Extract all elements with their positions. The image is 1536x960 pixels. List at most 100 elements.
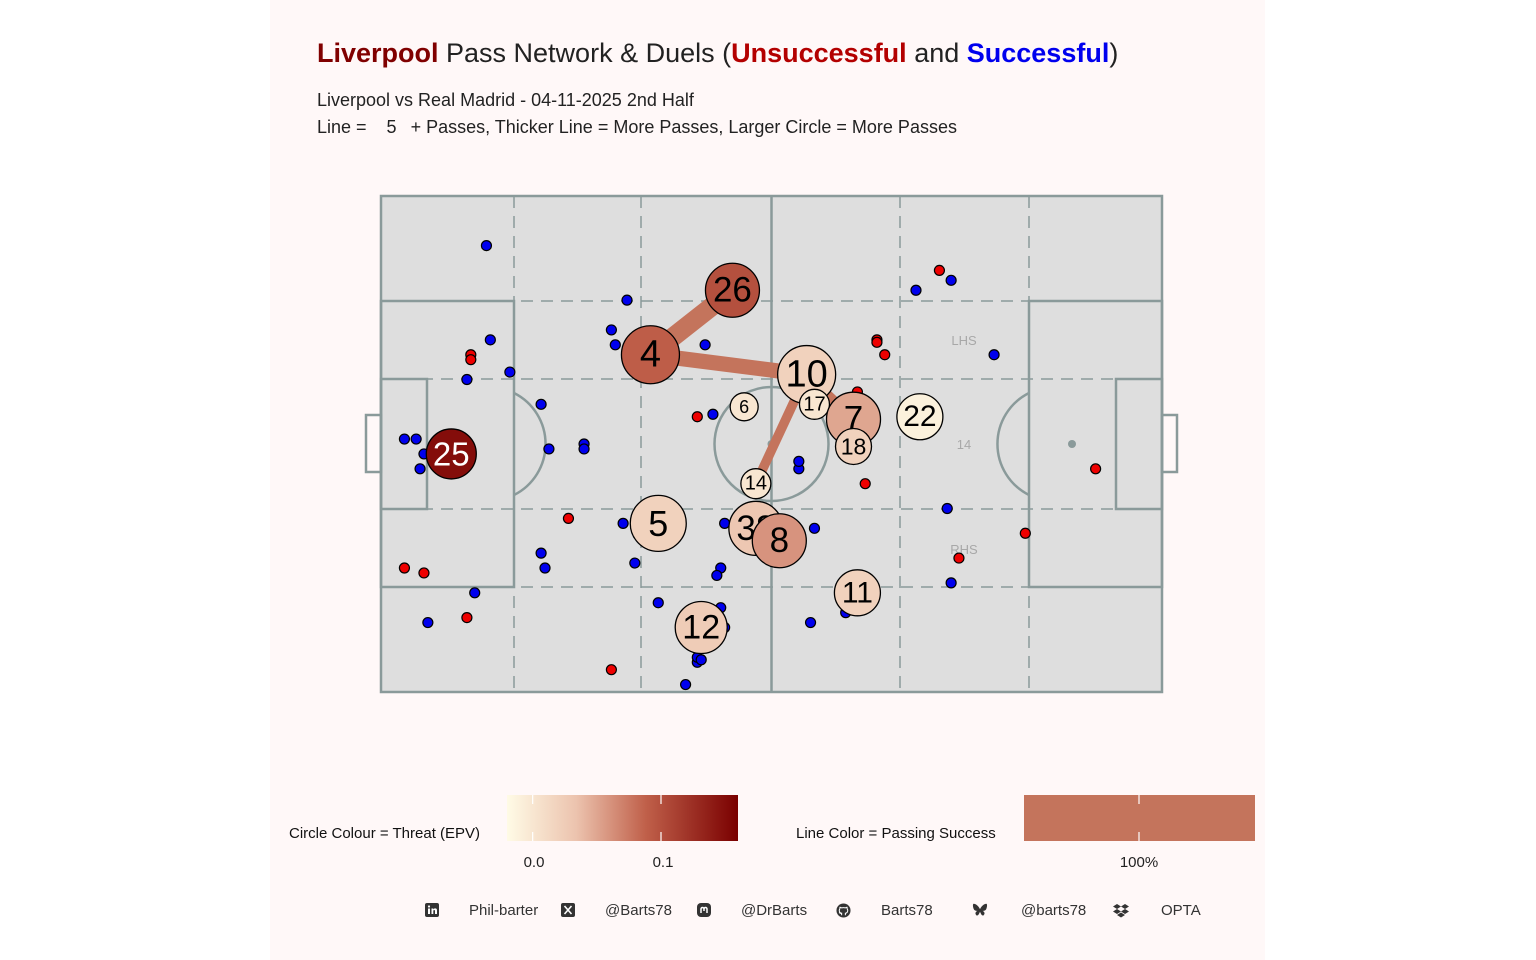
subtitle-key-value: 5 — [386, 117, 397, 137]
player-number: 5 — [648, 503, 668, 544]
duel-successful — [719, 517, 731, 529]
zone-grid — [381, 196, 1162, 692]
zone-label-center: 14 — [957, 437, 971, 452]
player-circle — [729, 392, 759, 422]
duel-successful — [808, 522, 821, 534]
player-number: 18 — [841, 433, 867, 459]
player-node: 22 — [896, 393, 944, 441]
duel-successful — [707, 408, 719, 420]
duel-successful — [679, 678, 692, 691]
title-team: Liverpool — [317, 38, 439, 68]
player-node: 25 — [425, 428, 477, 480]
subtitle-match: Liverpool vs Real Madrid - 04-11-2025 2n… — [317, 90, 694, 110]
player-circle — [704, 262, 761, 318]
bluesky-icon — [972, 902, 988, 918]
player-number: 17 — [803, 393, 825, 415]
duel-successful — [535, 547, 547, 559]
left-goal — [364, 413, 383, 474]
player-number: 14 — [745, 473, 767, 495]
footer-dropbox[interactable]: OPTA — [1161, 902, 1201, 919]
player-node: 11 — [833, 569, 882, 617]
legend-epv-tick-1: 0.1 — [652, 854, 674, 871]
footer-bluesky[interactable]: @barts78 — [1021, 902, 1087, 919]
footer-mastodon[interactable]: @DrBarts — [741, 902, 808, 919]
center-circle — [713, 385, 830, 503]
duel-successful — [539, 562, 551, 574]
duel-unsuccessful — [1019, 527, 1031, 539]
duel-successful — [605, 324, 617, 336]
duel-unsuccessful — [691, 411, 703, 423]
duel-successful — [469, 587, 481, 599]
title-unsuccessful: Unsuccessful — [731, 38, 907, 68]
right-penalty-spot — [1068, 440, 1076, 448]
player-circle — [740, 468, 772, 500]
legend-ticks — [532, 795, 1140, 841]
player-circle — [896, 393, 944, 441]
duel-successful — [793, 455, 805, 467]
player-circle — [620, 325, 681, 385]
duel-unsuccessful — [461, 611, 473, 624]
duel-successful — [414, 463, 426, 475]
github-icon — [835, 902, 851, 918]
player-node: 5 — [629, 494, 687, 553]
player-number: 8 — [770, 521, 789, 560]
linkedin-icon — [424, 902, 440, 918]
player-circle — [674, 600, 728, 655]
footer-github[interactable]: Barts78 — [881, 902, 933, 919]
player-node: 10 — [776, 344, 837, 405]
subtitle-key-suffix: + Passes, Thicker Line = More Passes, La… — [410, 117, 957, 137]
chart-title: Liverpool Pass Network & Duels (Unsucces… — [317, 38, 1118, 69]
duel-successful — [804, 616, 817, 629]
player-circle — [833, 569, 882, 617]
player-node: 6 — [729, 392, 759, 422]
duel-successful — [711, 569, 723, 582]
duel-successful — [945, 577, 957, 589]
duel-successful — [941, 502, 953, 515]
duel-successful — [695, 654, 707, 666]
player-circle — [629, 494, 687, 553]
duel-successful — [535, 398, 547, 410]
player-node: 4 — [620, 325, 681, 385]
duel-successful — [629, 557, 641, 569]
duel-successful — [461, 373, 473, 386]
duel-successful — [480, 240, 493, 252]
duel-unsuccessful — [879, 349, 891, 361]
duel-successful — [910, 284, 922, 296]
player-nodes: 2526410176722181453881112 — [425, 262, 944, 655]
player-number: 26 — [713, 271, 752, 310]
duel-unsuccessful — [398, 562, 411, 574]
duel-successful — [484, 334, 496, 346]
duel-successful — [652, 597, 664, 609]
legend-epv-tick-0: 0.0 — [523, 854, 545, 871]
player-node: 8 — [751, 513, 807, 569]
x-icon — [560, 902, 576, 918]
duel-successful — [617, 517, 629, 529]
mastodon-icon — [696, 902, 712, 918]
duel-successful — [699, 339, 711, 351]
duel-unsuccessful — [418, 567, 430, 579]
player-circle — [834, 427, 873, 466]
duel-unsuccessful — [871, 336, 883, 348]
duel-successful — [945, 274, 957, 286]
duel-successful — [578, 443, 590, 455]
duel-successful — [609, 339, 621, 351]
footer-x[interactable]: @Barts78 — [605, 902, 672, 919]
footer-linkedin[interactable]: Phil-barter — [469, 902, 539, 919]
duel-successful — [543, 443, 555, 455]
player-number: 11 — [842, 576, 873, 609]
player-number: 22 — [903, 400, 936, 433]
player-number: 6 — [739, 397, 749, 417]
player-circle — [425, 428, 477, 480]
player-circle — [751, 513, 807, 569]
left-penalty-arc — [513, 391, 547, 497]
player-node: 26 — [704, 262, 761, 318]
legend-line-tick-0: 100% — [1119, 854, 1159, 871]
epv-colorbar — [507, 795, 738, 841]
player-circle — [798, 388, 831, 420]
dropbox-icon — [1113, 902, 1129, 918]
right-penalty-arc — [996, 391, 1030, 497]
duel-successful — [621, 294, 633, 306]
title-part1: Pass Network & Duels ( — [438, 38, 732, 68]
player-number: 10 — [786, 354, 828, 396]
